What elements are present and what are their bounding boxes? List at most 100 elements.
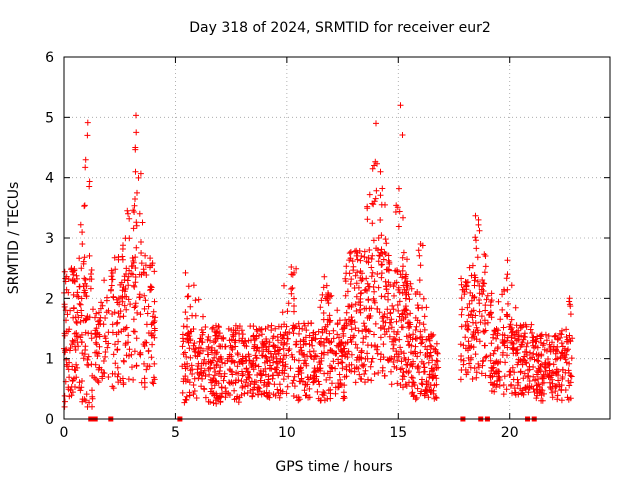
data-point [403, 307, 410, 314]
data-point [377, 356, 384, 363]
data-point [92, 361, 99, 368]
data-point [407, 310, 414, 317]
data-point [141, 360, 147, 367]
data-point [384, 314, 391, 321]
data-point [149, 262, 155, 269]
y-axis-label: SRMTID / TECUs [6, 182, 22, 295]
data-point [137, 349, 144, 356]
data-point [97, 314, 104, 321]
data-point [239, 360, 246, 367]
data-point [142, 297, 149, 304]
data-point [359, 270, 365, 277]
data-point [133, 222, 140, 229]
data-point [251, 343, 258, 350]
data-point [258, 372, 265, 379]
data-point [464, 304, 471, 311]
data-point [376, 309, 383, 316]
data-point [216, 370, 222, 377]
data-point [151, 327, 158, 334]
data-point [380, 341, 387, 348]
data-point [421, 368, 428, 375]
data-point [183, 393, 190, 400]
data-point [519, 389, 526, 396]
data-point [390, 345, 397, 352]
data-point [480, 328, 487, 335]
data-point [243, 365, 250, 372]
data-point [326, 312, 333, 319]
data-point [101, 333, 108, 340]
data-point [284, 383, 291, 390]
data-point [423, 304, 430, 311]
data-point [141, 305, 148, 312]
data-point [183, 353, 190, 360]
data-point [86, 399, 93, 406]
data-point [130, 316, 137, 323]
data-point [374, 350, 381, 357]
data-point [125, 210, 131, 217]
data-point [253, 326, 260, 333]
data-point [458, 356, 464, 363]
data-point [228, 336, 235, 343]
data-point [531, 344, 538, 351]
data-point [353, 252, 360, 259]
data-point [61, 301, 68, 308]
data-point [96, 309, 102, 316]
data-point [74, 309, 81, 316]
data-point [320, 389, 327, 395]
data-point [120, 242, 126, 249]
data-point [380, 318, 387, 325]
data-point [369, 220, 376, 227]
data-point [313, 373, 320, 380]
data-point [567, 311, 574, 318]
data-point [182, 269, 189, 276]
data-point [406, 341, 413, 348]
data-point [472, 234, 479, 241]
data-point [81, 202, 88, 209]
data-point [302, 357, 308, 364]
data-point [191, 388, 198, 394]
data-point [342, 317, 349, 323]
data-point [81, 396, 88, 403]
data-point [483, 353, 490, 360]
data-point [151, 318, 158, 324]
data-point [291, 373, 298, 380]
data-point [129, 271, 136, 278]
data-point [342, 292, 349, 299]
data-point [417, 262, 424, 269]
data-point [507, 372, 514, 378]
data-point [187, 354, 194, 361]
data-point [136, 294, 143, 301]
data-point [375, 235, 382, 241]
data-point [310, 330, 317, 336]
data-point [266, 394, 273, 401]
data-point [242, 357, 249, 364]
data-point [188, 362, 195, 369]
data-point [71, 267, 78, 274]
data-point [313, 353, 320, 360]
data-point [215, 380, 222, 387]
data-point [122, 285, 129, 292]
data-point [530, 350, 537, 357]
data-point [430, 373, 437, 380]
data-point [120, 357, 127, 364]
data-point [377, 192, 384, 199]
data-point [83, 283, 90, 290]
data-point [219, 359, 226, 366]
data-point [189, 312, 196, 319]
data-point [423, 336, 430, 343]
data-point [147, 283, 154, 290]
data-point [65, 328, 72, 335]
data-point [508, 316, 515, 323]
data-point [197, 335, 204, 342]
data-point [184, 360, 191, 367]
data-point [88, 267, 95, 273]
data-point [465, 312, 472, 319]
data-point [552, 356, 559, 363]
data-point [141, 379, 148, 386]
data-point [149, 341, 156, 348]
data-point [280, 376, 287, 383]
data-point [306, 348, 313, 355]
data-point [412, 396, 419, 403]
data-point [397, 102, 404, 109]
data-point [519, 361, 526, 368]
